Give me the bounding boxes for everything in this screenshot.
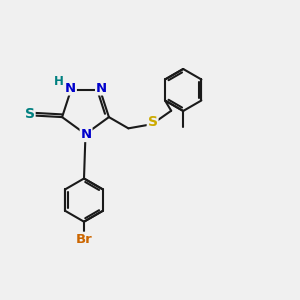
Text: S: S xyxy=(25,107,35,122)
Text: N: N xyxy=(96,82,107,94)
Text: S: S xyxy=(148,115,158,129)
Text: N: N xyxy=(65,82,76,94)
Text: N: N xyxy=(80,128,92,141)
Text: Br: Br xyxy=(76,232,92,246)
Text: H: H xyxy=(53,75,63,88)
